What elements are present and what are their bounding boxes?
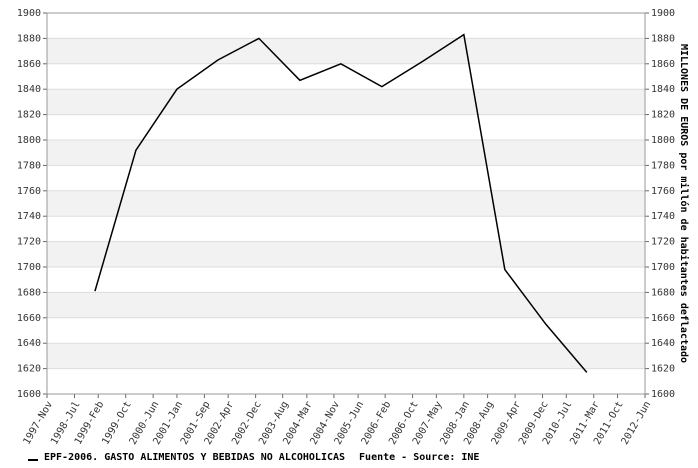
y-tick-label: 1620 (17, 364, 41, 375)
y2-tick-label: 1860 (651, 59, 675, 70)
y-tick-label: 1820 (17, 110, 41, 121)
y2-tick-label: 1900 (651, 8, 675, 19)
y2-tick-label: 1840 (651, 84, 675, 95)
y2-tick-label: 1820 (651, 110, 675, 121)
source: Fuente - Source: INE (359, 452, 479, 463)
band (47, 241, 645, 267)
y2-tick-label: 1620 (651, 364, 675, 375)
band (47, 140, 645, 166)
band (47, 343, 645, 369)
y2-tick-label: 1660 (651, 313, 675, 324)
y-tick-label: 1760 (17, 186, 41, 197)
legend-label: EPF-2006. GASTO ALIMENTOS Y BEBIDAS NO A… (44, 452, 345, 463)
y2-tick-label: 1880 (651, 33, 675, 44)
band (47, 89, 645, 115)
plot-frame (46, 12, 646, 395)
y-tick-label: 1800 (17, 135, 41, 146)
y-tick-label: 1780 (17, 160, 41, 171)
y2-tick-label: 1700 (651, 262, 675, 273)
y-tick-label: 1680 (17, 287, 41, 298)
y-tick-label: 1660 (17, 313, 41, 324)
y2-tick-label: 1800 (651, 135, 675, 146)
y2-tick-label: 1760 (651, 186, 675, 197)
band (47, 190, 645, 217)
y2-tick-label: 1640 (651, 338, 675, 349)
y-tick-label: 1640 (17, 338, 41, 349)
y2-tick-label: 1600 (651, 389, 675, 400)
y-tick-label: 1700 (17, 262, 41, 273)
y-tick-label: 1740 (17, 211, 41, 222)
y-tick-label: 1880 (17, 33, 41, 44)
y2-tick-label: 1780 (651, 160, 675, 171)
y-tick-label: 1600 (17, 389, 41, 400)
y-tick-label: 1720 (17, 237, 41, 248)
y-tick-label: 1900 (17, 8, 41, 19)
y2-tick-label: 1680 (651, 287, 675, 298)
y2-tick-label: 1740 (651, 211, 675, 222)
band (47, 38, 645, 64)
y-tick-label: 1840 (17, 84, 41, 95)
y-tick-label: 1860 (17, 59, 41, 70)
y2-tick-label: 1720 (651, 237, 675, 248)
band (47, 292, 645, 318)
data-line (94, 33, 588, 373)
y2-axis-label: MILLONES DE EUROS por millón de habitant… (678, 44, 690, 363)
